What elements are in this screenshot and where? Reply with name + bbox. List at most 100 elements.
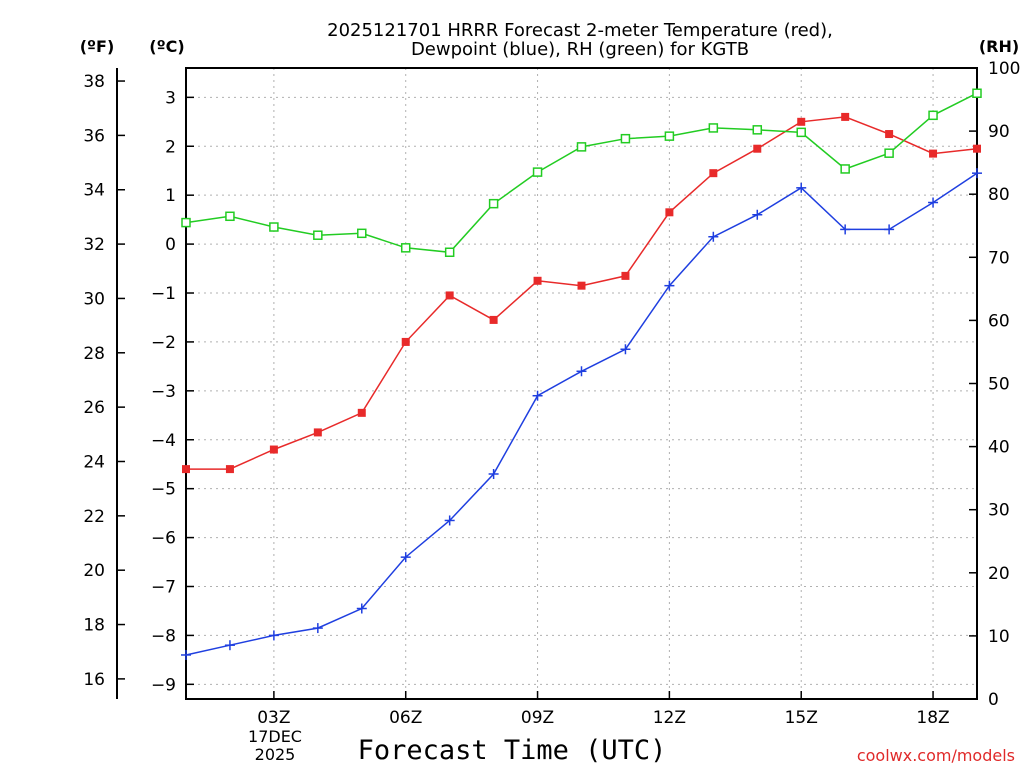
fahrenheit-tick-label: 22: [83, 507, 105, 527]
dewpoint-point: [972, 168, 982, 179]
temperature-point: [225, 465, 234, 474]
temperature-point: [182, 465, 190, 474]
rh-tick-label: 0: [988, 690, 999, 710]
rh-point: [840, 164, 850, 174]
dewpoint-point: [488, 468, 499, 479]
dewpoint-point: [576, 366, 587, 377]
temperature-point: [841, 112, 850, 121]
fahrenheit-tick-label: 24: [83, 452, 105, 472]
temperature-point: [577, 281, 586, 290]
fahrenheit-tick-label: 26: [83, 398, 105, 418]
fahrenheit-unit-label: (ºF): [80, 37, 115, 56]
fahrenheit-tick-label: 32: [83, 235, 105, 255]
temperature-point: [533, 276, 542, 285]
rh-tick-label: 20: [988, 564, 1010, 584]
x-tick-label: 09Z: [521, 708, 554, 728]
temperature-point: [489, 315, 498, 324]
dewpoint-point: [620, 344, 631, 355]
fahrenheit-tick-label: 38: [83, 72, 105, 92]
dewpoint-point: [224, 640, 235, 651]
chart-title-line-2: Dewpoint (blue), RH (green) for KGTB: [411, 39, 749, 60]
celsius-unit-label: (ºC): [149, 37, 184, 56]
rh-tick-label: 10: [988, 627, 1010, 647]
rh-point: [752, 125, 763, 135]
x-tick-label: 03Z: [257, 708, 290, 728]
rh-point: [796, 127, 806, 138]
x-tick-label: 12Z: [653, 708, 686, 728]
x-tick-label: 18Z: [916, 708, 949, 728]
rh-tick-label: 50: [988, 375, 1010, 395]
rh-tick-label: 100: [988, 59, 1020, 79]
celsius-tick-label: 3: [165, 88, 176, 108]
temperature-point: [665, 208, 674, 217]
rh-point: [357, 228, 367, 239]
fahrenheit-tick-label: 28: [83, 344, 105, 364]
celsius-tick-label: −1: [151, 284, 176, 304]
tick-labels-layer: 161820222426283032343638−9−8−7−6−5−4−3−2…: [83, 59, 1020, 728]
celsius-tick-label: 1: [165, 186, 176, 206]
rh-point: [620, 133, 631, 144]
dewpoint-point: [532, 390, 543, 401]
temperature-point: [797, 117, 806, 126]
dewpoint-point: [752, 209, 763, 220]
rh-point: [313, 230, 323, 240]
x-tick-label: 06Z: [389, 708, 422, 728]
rh-point: [269, 222, 279, 232]
dewpoint-point: [664, 280, 675, 291]
rh-unit-label: (RH): [979, 37, 1019, 56]
credit-text: coolwx.com/models: [857, 746, 1015, 765]
chart-title-line-1: 2025121701 HRRR Forecast 2-meter Tempera…: [327, 20, 833, 41]
rh-point: [488, 198, 499, 209]
rh-tick-label: 40: [988, 438, 1010, 458]
rh-tick-label: 90: [988, 122, 1010, 142]
dewpoint-point: [181, 649, 191, 660]
dewpoint-point: [312, 623, 323, 634]
axes-layer: [116, 67, 978, 700]
rh-point: [444, 247, 455, 258]
celsius-tick-label: −8: [151, 626, 176, 646]
temperature-point: [445, 291, 454, 300]
dewpoint-point: [444, 515, 455, 526]
rh-tick-label: 80: [988, 185, 1010, 205]
dewpoint-point: [356, 603, 367, 614]
celsius-tick-label: 2: [165, 137, 176, 157]
temperature-point: [621, 271, 630, 280]
rh-point: [225, 211, 235, 222]
rh-tick-label: 70: [988, 248, 1010, 268]
dewpoint-point: [840, 224, 851, 235]
dewpoint-point: [928, 197, 939, 208]
fahrenheit-tick-label: 34: [83, 181, 105, 201]
rh-point: [708, 123, 719, 133]
fahrenheit-tick-label: 30: [83, 289, 105, 309]
dewpoint-point: [708, 231, 719, 242]
temperature-point: [401, 337, 410, 346]
x-tick-label: 15Z: [785, 708, 818, 728]
rh-point: [576, 142, 587, 152]
fahrenheit-tick-label: 18: [83, 616, 105, 636]
series-layer: [181, 88, 982, 660]
celsius-tick-label: 0: [165, 235, 176, 255]
temperature-point: [973, 144, 981, 153]
dewpoint-point: [884, 224, 895, 235]
dewpoint-point: [400, 552, 411, 563]
rh-tick-label: 30: [988, 501, 1010, 521]
rh-point: [972, 88, 982, 98]
x-axis-title: Forecast Time (UTC): [358, 735, 667, 766]
date-label-day: 17DEC: [248, 727, 302, 746]
rh-point: [928, 110, 938, 121]
rh-point: [884, 148, 894, 158]
rh-point: [664, 131, 675, 141]
temperature-point: [929, 149, 938, 158]
rh-point: [532, 167, 543, 177]
temperature-point: [885, 130, 894, 139]
temperature-point: [269, 445, 278, 454]
celsius-tick-label: −6: [151, 529, 176, 549]
celsius-tick-label: −5: [151, 480, 176, 500]
temperature-point: [313, 428, 322, 437]
fahrenheit-tick-label: 16: [83, 670, 105, 690]
rh-point: [400, 243, 411, 253]
temperature-point: [709, 169, 718, 178]
dewpoint-point: [268, 630, 279, 641]
